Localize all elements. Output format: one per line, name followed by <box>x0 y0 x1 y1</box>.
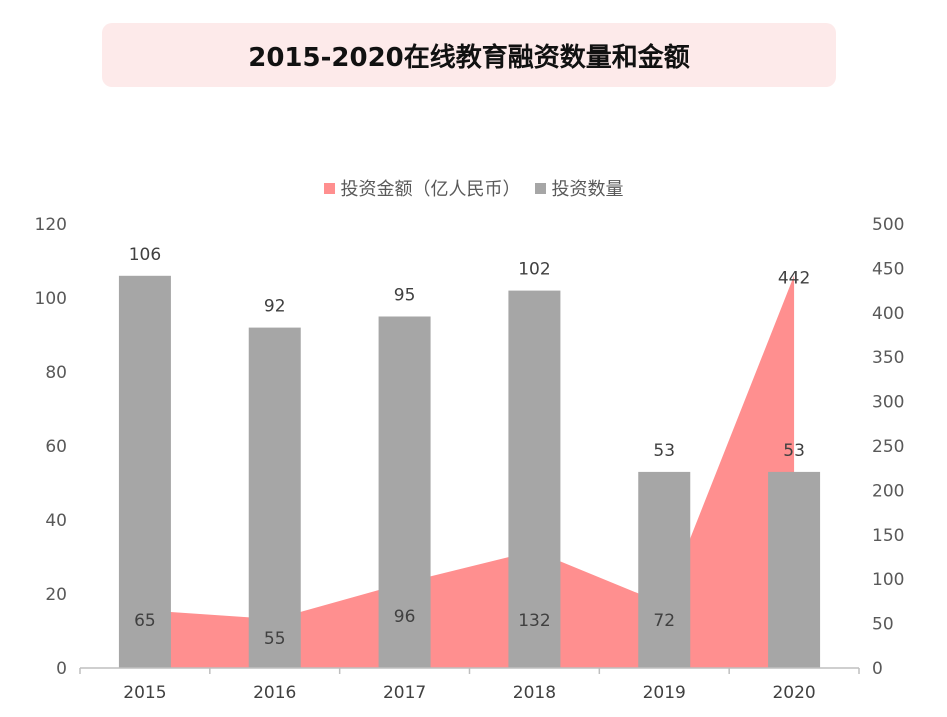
area-label-2016: 55 <box>264 629 286 649</box>
legend: 投资金额（亿人民币） 投资数量 <box>0 175 947 201</box>
x-tick-label-2020: 2020 <box>772 683 815 703</box>
area-series-amount <box>144 275 795 668</box>
right-tick-label-450: 450 <box>872 259 904 279</box>
left-tick-label-0: 0 <box>56 659 67 679</box>
bar-2018 <box>508 290 561 668</box>
right-tick-label-350: 350 <box>872 348 904 368</box>
x-tick-label-2019: 2019 <box>643 683 686 703</box>
x-tick-label-2017: 2017 <box>383 683 426 703</box>
right-tick-label-250: 250 <box>872 437 904 457</box>
right-tick-label-400: 400 <box>872 304 904 324</box>
right-tick-label-200: 200 <box>872 481 904 501</box>
x-tick-label-2015: 2015 <box>123 683 166 703</box>
bar-label-2015: 106 <box>129 245 161 265</box>
bar-2016 <box>248 327 301 668</box>
left-tick-label-40: 40 <box>45 511 67 531</box>
left-tick-label-80: 80 <box>45 363 67 383</box>
bar-label-2016: 92 <box>264 297 286 317</box>
bar-2020 <box>768 471 821 668</box>
x-tick-label-2016: 2016 <box>253 683 296 703</box>
right-tick-label-150: 150 <box>872 526 904 546</box>
bar-2015 <box>118 275 171 668</box>
bar-label-2019: 53 <box>653 441 675 461</box>
bar-label-2017: 95 <box>394 286 416 306</box>
left-tick-label-100: 100 <box>35 289 67 309</box>
legend-label-count: 投资数量 <box>551 179 624 200</box>
bar-2019 <box>638 471 691 668</box>
right-tick-label-100: 100 <box>872 570 904 590</box>
legend-swatch-count <box>534 182 546 194</box>
chart-title-box: 2015-2020在线教育融资数量和金额 <box>102 23 836 87</box>
area-label-2017: 96 <box>394 607 416 627</box>
legend-item-count: 投资数量 <box>534 175 624 201</box>
bar-label-2020: 53 <box>783 441 805 461</box>
chart-title: 2015-2020在线教育融资数量和金额 <box>248 42 690 73</box>
right-tick-label-500: 500 <box>872 215 904 235</box>
legend-swatch-amount <box>323 182 335 194</box>
right-tick-label-50: 50 <box>872 615 894 635</box>
x-tick-label-2018: 2018 <box>513 683 556 703</box>
bar-label-2018: 102 <box>518 260 550 280</box>
area-label-2015: 65 <box>134 611 156 631</box>
left-tick-label-20: 20 <box>45 585 67 605</box>
area-label-2018: 132 <box>518 611 550 631</box>
bar-2017 <box>378 316 431 668</box>
left-tick-label-120: 120 <box>35 215 67 235</box>
legend-item-amount: 投资金额（亿人民币） <box>323 175 521 201</box>
right-tick-label-0: 0 <box>872 659 883 679</box>
legend-label-amount: 投资金额（亿人民币） <box>340 179 521 200</box>
area-label-2019: 72 <box>653 611 675 631</box>
area-label-2020: 442 <box>778 269 810 289</box>
right-tick-label-300: 300 <box>872 393 904 413</box>
left-tick-label-60: 60 <box>45 437 67 457</box>
